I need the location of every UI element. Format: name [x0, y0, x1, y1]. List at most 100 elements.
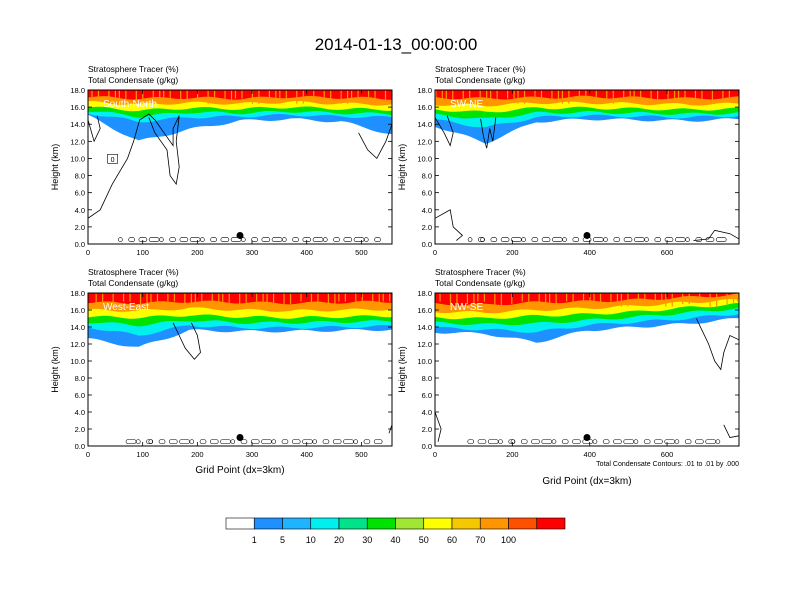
contour-field-label: Total Condensate (g/kg) [435, 75, 525, 85]
condensate-cell [282, 237, 287, 242]
condensate-cell [281, 439, 289, 444]
y-tick-label: 6.0 [75, 391, 85, 400]
condensate-cell [478, 237, 485, 242]
condensate-cell [602, 439, 610, 444]
condensate-contour [88, 115, 101, 143]
colorbar: 1 5 10 20 30 40 50 60 70 100 [225, 517, 566, 545]
condensate-cell [373, 439, 383, 444]
contour-label: 0 [111, 157, 115, 164]
x-tick-label: 400 [583, 248, 596, 257]
condensate-contour [88, 113, 180, 219]
condensate-contour [480, 117, 497, 149]
y-tick-label: 10.0 [70, 357, 85, 366]
condensate-cell [353, 237, 365, 242]
condensate-cell [695, 439, 704, 444]
condensate-cell [343, 237, 353, 242]
y-tick-label: 16.0 [417, 103, 432, 112]
colorbar-label: 40 [390, 535, 400, 545]
condensate-cell [261, 439, 272, 444]
condensate-contour [358, 124, 392, 160]
condensate-cell [333, 237, 340, 242]
y-tick-label: 8.0 [75, 374, 85, 383]
condensate-cell [146, 439, 153, 444]
condensate-cell [674, 439, 680, 444]
condensate-cell [322, 439, 330, 444]
condensate-cell [531, 237, 539, 242]
colorbar-label: 20 [334, 535, 344, 545]
condensate-cell [572, 439, 581, 444]
y-tick-label: 6.0 [422, 391, 432, 400]
x-tick-label: 200 [191, 450, 204, 459]
y-tick-label: 0.0 [75, 240, 85, 249]
condensate-contour [435, 209, 464, 241]
x-tick-label: 100 [136, 450, 149, 459]
condensate-contour [696, 318, 739, 371]
condensate-cell [302, 439, 313, 444]
y-tick-label: 4.0 [75, 408, 85, 417]
contour-field-label: Total Condensate (g/kg) [88, 75, 178, 85]
condensate-cell [250, 439, 260, 444]
y-tick-label: 16.0 [70, 306, 85, 315]
tracer-band-100 [435, 90, 739, 100]
y-axis-label: Height (km) [50, 346, 60, 393]
y-tick-label: 2.0 [75, 223, 85, 232]
condensate-cell [374, 237, 381, 242]
y-tick-label: 8.0 [422, 172, 432, 181]
x-tick-label: 100 [136, 248, 149, 257]
y-tick-label: 14.0 [417, 120, 432, 129]
colorbar-swatch [282, 517, 312, 530]
plot-frame [434, 89, 740, 245]
condensate-cell [168, 439, 178, 444]
condensate-contour [693, 229, 739, 241]
panel-0: 0.0 2.0 4.0 6.0 8.0 10.0 12.0 14.0 16.0 18.0 0 100 2… [50, 64, 393, 257]
x-tick-label: 400 [583, 450, 596, 459]
condensate-cell [685, 237, 690, 242]
condensate-cell [220, 439, 231, 444]
y-axis-label: Height (km) [50, 144, 60, 191]
condensate-cell [490, 237, 498, 242]
y-tick-label: 10.0 [417, 357, 432, 366]
condensate-contour [172, 322, 201, 360]
condensate-cell [322, 237, 328, 242]
plot-frame [87, 292, 393, 447]
condensate-cell [674, 237, 686, 242]
condensate-cell [498, 439, 503, 444]
colorbar-swatch [338, 517, 368, 530]
y-tick-label: 16.0 [70, 103, 85, 112]
condensate-contour [435, 411, 442, 442]
condensate-cell [511, 237, 522, 242]
condensate-cell [664, 237, 674, 242]
condensate-cell [654, 237, 662, 242]
tracer-band-100 [435, 293, 739, 306]
contour-footnote: Total Condensate Contours: .01 to .01 by… [596, 461, 739, 468]
y-tick-label: 0.0 [422, 240, 432, 249]
field-label: Stratosphere Tracer (%) [435, 267, 526, 277]
condensate-cell [623, 237, 633, 242]
panel-label: NW-SE [450, 302, 483, 313]
location-marker [583, 231, 591, 239]
location-marker [236, 434, 244, 441]
contour-field-label: Total Condensate (g/kg) [88, 278, 178, 288]
x-tick-label: 500 [355, 450, 368, 459]
y-tick-label: 2.0 [422, 425, 432, 434]
location-marker [583, 434, 591, 441]
condensate-cell [179, 237, 189, 242]
condensate-cell [623, 439, 634, 444]
colorbar-swatch [423, 517, 453, 530]
figure-title: 2014-01-13_00:00:00 [315, 35, 478, 54]
condensate-cell [230, 439, 236, 444]
colorbar-swatch [366, 517, 396, 530]
condensate-cell [715, 237, 727, 242]
colorbar-label: 5 [280, 535, 285, 545]
y-tick-label: 16.0 [417, 306, 432, 315]
y-tick-label: 4.0 [422, 206, 432, 215]
colorbar-label: 50 [419, 535, 429, 545]
x-tick-label: 0 [86, 248, 90, 257]
condensate-cell [363, 237, 369, 242]
condensate-cell [531, 439, 540, 444]
condensate-cell [343, 439, 354, 444]
x-tick-label: 200 [191, 248, 204, 257]
y-axis-label: Height (km) [397, 144, 407, 191]
condensate-cell [209, 439, 219, 444]
condensate-cell [312, 439, 318, 444]
